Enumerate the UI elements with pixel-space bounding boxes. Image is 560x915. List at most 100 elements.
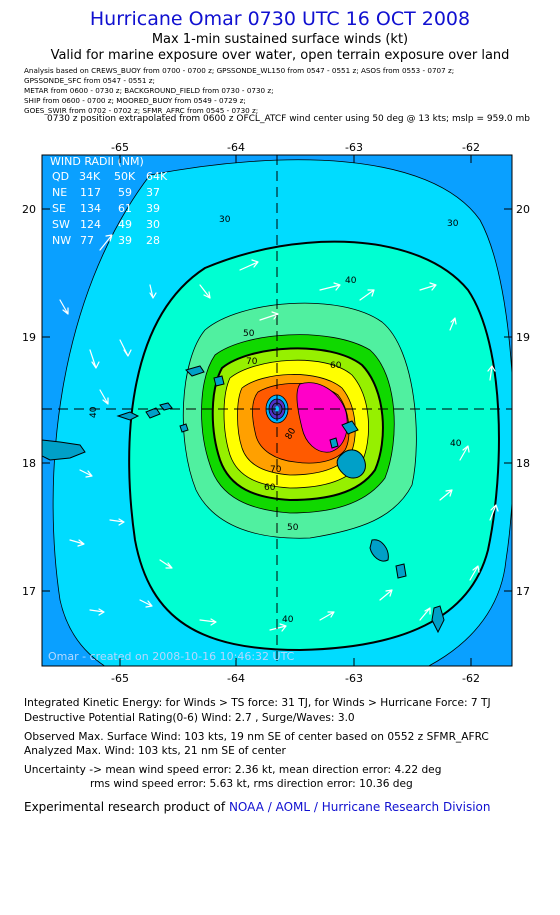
wind-arrow [99,389,109,405]
y-tick-label: 19 [22,331,36,344]
anguilla [185,365,205,377]
x-tick-label: -63 [345,141,363,154]
tick-marks [42,155,512,666]
y-tick-label: 17 [516,585,530,598]
puerto-rico-coast [42,439,86,461]
y-tick-label: 19 [516,331,530,344]
wind-arrow [489,504,499,521]
wind-arrow [199,618,217,626]
wind-arrow [89,349,100,369]
contour-label: 60 [264,483,276,493]
wind-arrow [419,282,437,291]
contour-label: 40 [89,406,99,418]
y-tick-label: 20 [22,203,36,216]
wind-arrow [159,559,173,569]
x-tick-label: -64 [227,141,245,154]
wind-arrow [259,311,279,321]
map-frame [41,154,513,667]
source-line: METAR from 0600 - 0730 z; BACKGROUND_FIE… [24,86,274,95]
contour-label: 40 [282,615,294,625]
antigua [341,420,359,435]
wind-arrow [319,282,341,291]
y-tick-label: 18 [516,457,530,470]
x-tick-label: -63 [345,672,363,685]
wind-field-map: -65 -64 -63 -62 -65 -64 -63 -62 20 19 18… [22,141,530,685]
contour-label: 40 [345,276,357,286]
source-line: GOES_SWIR from 0702 - 0702 z; SFMR_AFRC … [24,106,259,115]
analyzed-max-line: Analyzed Max. Wind: 103 kts, 21 nm SE of… [24,745,286,757]
contour-label: 70 [246,357,258,367]
storm-eye [265,394,289,424]
wind-arrow [419,607,431,621]
page-subtitle: Max 1-min sustained surface winds (kt) [151,32,409,47]
radii-cell: 134 [80,202,101,215]
dpr-line: Destructive Potential Rating(0-6) Wind: … [24,712,355,724]
ike-line: Integrated Kinetic Energy: for Winds > T… [24,697,491,709]
radii-cell: 37 [146,186,160,199]
contour-label: 60 [330,361,342,371]
radii-cell: 30 [146,218,160,231]
center-crosshair [42,155,512,666]
hrd-link[interactable]: NOAA / AOML / Hurricane Research Divisio… [228,800,491,814]
source-line: SHIP from 0600 - 0700 z; MOORED_BUOY fro… [24,96,246,105]
map-credit: Omar - created on 2008-10-16 10:46:32 UT… [48,650,295,663]
wind-arrow [239,259,259,271]
credit-line: Experimental research product of NOAA / … [24,800,491,814]
contour-label: 70 [270,465,282,475]
wind-arrow [139,599,153,608]
page-title: Hurricane Omar 0730 UTC 16 OCT 2008 [89,8,471,30]
wind-arrow [109,518,125,526]
wind-arrow [379,589,393,601]
montserrat [329,437,339,449]
wind-arrow [69,539,85,547]
x-axis-bottom: -65 -64 -63 -62 [111,672,480,685]
wind-arrow [99,234,113,251]
x-tick-label: -62 [462,672,480,685]
position-note: 0730 z position extrapolated from 0600 z… [47,114,530,124]
wind-arrow [119,339,132,357]
radii-cell: 77 [80,234,94,247]
wind-vectors [59,234,499,632]
observed-max-line: Observed Max. Surface Wind: 103 kts, 19 … [24,731,489,743]
validity-note: Valid for marine exposure over water, op… [50,48,510,63]
contour-label: 30 [447,219,459,229]
wind-arrow [459,445,470,461]
wind-arrow [199,284,211,299]
x-tick-label: -65 [111,141,129,154]
virgin-islands [116,402,173,421]
guadeloupe [336,449,366,479]
radii-cell: 39 [118,234,132,247]
wind-arrow [469,565,480,581]
radii-header-cell: 50K [114,170,136,183]
uncertainty-line: Uncertainty -> mean wind speed error: 2.… [24,764,442,776]
radii-cell: 124 [80,218,101,231]
radii-header-cell: 64K [146,170,168,183]
dominica [369,539,389,562]
radii-cell: SE [52,202,66,215]
contour-label: 50 [243,329,255,339]
radii-cell: NW [52,234,71,247]
x-axis-top: -65 -64 -63 -62 [111,141,480,154]
radii-cell: 49 [118,218,132,231]
wind-arrow [89,608,105,616]
contour-label: 50 [287,523,299,533]
contour-100kt [296,382,348,453]
island [179,423,189,433]
wind-arrow [149,284,157,299]
wind-arrow [359,289,375,301]
martinique [395,563,407,579]
x-tick-label: -65 [111,672,129,685]
credit-prefix: Experimental research product of [24,800,226,814]
radii-header-cell: 34K [79,170,101,183]
wind-arrow [319,611,335,621]
wind-arrow [79,469,93,478]
y-tick-label: 17 [22,585,36,598]
wind-arrow [269,623,287,632]
radii-cell: NE [52,186,67,199]
wind-arrow [449,317,457,331]
contour-label: 40 [450,439,462,449]
radii-cell: 61 [118,202,132,215]
st-lucia [431,605,445,634]
radii-cell: 39 [146,202,160,215]
wind-arrow [487,365,496,381]
